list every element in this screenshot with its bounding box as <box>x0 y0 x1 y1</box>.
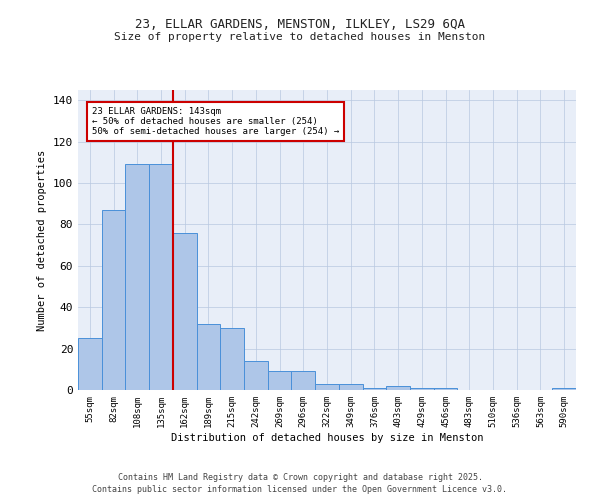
Bar <box>386 386 410 390</box>
Bar <box>339 384 362 390</box>
Text: Size of property relative to detached houses in Menston: Size of property relative to detached ho… <box>115 32 485 42</box>
Bar <box>197 324 220 390</box>
Text: Contains HM Land Registry data © Crown copyright and database right 2025.: Contains HM Land Registry data © Crown c… <box>118 472 482 482</box>
Bar <box>315 384 339 390</box>
Bar <box>173 233 197 390</box>
Bar <box>149 164 173 390</box>
Bar <box>434 388 457 390</box>
Bar <box>125 164 149 390</box>
Text: 23, ELLAR GARDENS, MENSTON, ILKLEY, LS29 6QA: 23, ELLAR GARDENS, MENSTON, ILKLEY, LS29… <box>135 18 465 30</box>
Bar <box>244 361 268 390</box>
Bar <box>268 372 292 390</box>
X-axis label: Distribution of detached houses by size in Menston: Distribution of detached houses by size … <box>171 432 483 442</box>
Y-axis label: Number of detached properties: Number of detached properties <box>37 150 47 330</box>
Bar <box>102 210 125 390</box>
Bar <box>78 338 102 390</box>
Bar <box>292 372 315 390</box>
Text: Contains public sector information licensed under the Open Government Licence v3: Contains public sector information licen… <box>92 485 508 494</box>
Bar <box>552 388 576 390</box>
Bar <box>220 328 244 390</box>
Bar <box>410 388 434 390</box>
Bar <box>362 388 386 390</box>
Text: 23 ELLAR GARDENS: 143sqm
← 50% of detached houses are smaller (254)
50% of semi-: 23 ELLAR GARDENS: 143sqm ← 50% of detach… <box>92 106 339 136</box>
